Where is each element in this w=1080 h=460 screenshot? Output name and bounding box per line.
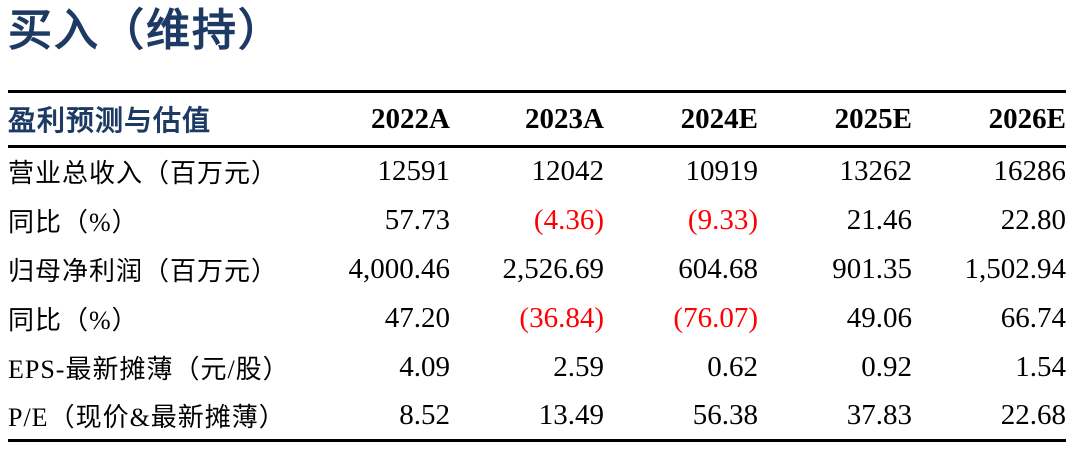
table-row: 同比（%） 47.20 (36.84) (76.07) 49.06 66.74: [8, 294, 1066, 343]
cell-value: 901.35: [832, 252, 912, 285]
cell-value: 13262: [839, 155, 913, 188]
cell-value: 0.62: [707, 350, 758, 383]
cell-value: 0.92: [861, 350, 912, 383]
cell-value: 47.20: [384, 301, 450, 334]
cell-value: 1.54: [1015, 350, 1066, 383]
cell-value: 4,000.46: [348, 252, 451, 285]
cell-value: 21.46: [846, 203, 912, 236]
table-row: 营业总收入（百万元） 12591 12042 10919 13262 16286: [8, 147, 1066, 196]
column-header: 2022A: [371, 102, 450, 135]
row-label: 归母净利润（百万元）: [8, 256, 279, 286]
cell-value: 1,502.94: [964, 252, 1067, 285]
table-body: 营业总收入（百万元） 12591 12042 10919 13262 16286 同比（%）…: [8, 147, 1066, 441]
column-header: 2025E: [834, 102, 912, 135]
cell-value: (76.07): [673, 301, 758, 334]
cell-value: 8.52: [399, 398, 450, 431]
cell-value: 13.49: [538, 398, 604, 431]
cell-value: 10919: [685, 155, 759, 188]
cell-value: 2,526.69: [502, 252, 605, 285]
column-header: 2024E: [680, 102, 758, 135]
cell-value: 604.68: [678, 252, 758, 285]
table-title: 盈利预测与估值: [8, 106, 212, 137]
cell-value: (4.36): [533, 203, 604, 236]
row-label: 同比（%）: [8, 305, 139, 335]
row-label: P/E（现价&最新摊薄）: [8, 402, 286, 432]
table-header-row: 盈利预测与估值 2022A 2023A 2024E 2025E 2026E: [8, 92, 1066, 147]
cell-value: (9.33): [687, 203, 758, 236]
cell-value: (36.84): [519, 301, 604, 334]
table-row: EPS-最新摊薄（元/股） 4.09 2.59 0.62 0.92 1.54: [8, 343, 1066, 392]
column-header: 2026E: [988, 102, 1066, 135]
row-label: 营业总收入（百万元）: [8, 159, 279, 189]
cell-value: 12591: [377, 155, 451, 188]
cell-value: 4.09: [399, 350, 450, 383]
table-row: 同比（%） 57.73 (4.36) (9.33) 21.46 22.80: [8, 196, 1066, 245]
cell-value: 49.06: [846, 301, 912, 334]
cell-value: 22.68: [1000, 398, 1066, 431]
cell-value: 22.80: [1000, 203, 1066, 236]
table-row: P/E（现价&最新摊薄） 8.52 13.49 56.38 37.83 22.68: [8, 392, 1066, 441]
column-header: 2023A: [525, 102, 604, 135]
row-label: EPS-最新摊薄（元/股）: [8, 354, 290, 384]
table-row: 归母净利润（百万元） 4,000.46 2,526.69 604.68 901.35 1,…: [8, 245, 1066, 294]
forecast-valuation-table: 盈利预测与估值 2022A 2023A 2024E 2025E 2026E 营业总收入（…: [8, 90, 1066, 442]
cell-value: 12042: [531, 155, 605, 188]
rating-title: 买入（维持）: [8, 6, 284, 55]
cell-value: 16286: [993, 155, 1067, 188]
cell-value: 37.83: [846, 398, 912, 431]
cell-value: 56.38: [692, 398, 758, 431]
cell-value: 66.74: [1000, 301, 1066, 334]
cell-value: 57.73: [384, 203, 450, 236]
cell-value: 2.59: [553, 350, 604, 383]
row-label: 同比（%）: [8, 207, 139, 237]
